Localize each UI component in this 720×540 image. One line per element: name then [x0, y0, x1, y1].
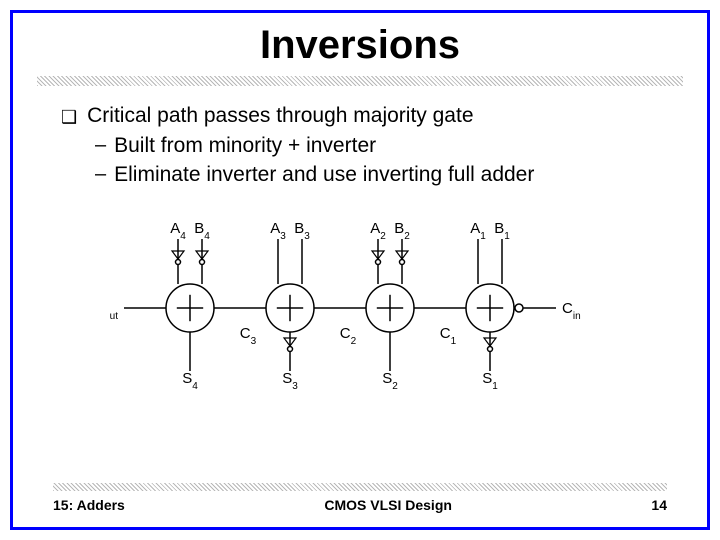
bullet-main: ❑ Critical path passes through majority …	[61, 102, 667, 130]
svg-text:B4: B4	[194, 220, 210, 242]
footer-row: 15: Adders CMOS VLSI Design 14	[53, 497, 667, 513]
svg-text:C2: C2	[340, 325, 357, 347]
svg-text:S3: S3	[282, 370, 298, 392]
svg-text:S2: S2	[382, 370, 398, 392]
svg-text:C3: C3	[240, 325, 257, 347]
footer-right: 14	[651, 497, 667, 513]
svg-text:B3: B3	[294, 220, 310, 242]
content-block: ❑ Critical path passes through majority …	[13, 102, 707, 189]
svg-text:A2: A2	[370, 220, 386, 242]
svg-text:Cout: Cout	[110, 300, 118, 322]
footer: 15: Adders CMOS VLSI Design 14	[23, 483, 697, 513]
footer-divider	[53, 483, 667, 491]
checkbox-icon: ❑	[61, 105, 77, 129]
diagram-container: A4 B4 S4 C3 A3 B3 S3 C2 A2 B2 S2 C1 A1 B1 S1 Cin Cout	[13, 213, 707, 403]
adder-schematic: A4 B4 S4 C3 A3 B3 S3 C2 A2 B2 S2 C1 A1 B1 S1 Cin Cout	[110, 213, 610, 403]
bullet-sub-1: – Built from minority + inverter	[61, 132, 667, 160]
svg-text:S4: S4	[182, 370, 198, 392]
svg-text:Cin: Cin	[562, 300, 581, 322]
svg-text:B1: B1	[494, 220, 510, 242]
svg-text:A1: A1	[470, 220, 486, 242]
dash-icon: –	[95, 132, 106, 159]
svg-text:B2: B2	[394, 220, 410, 242]
bullet-sub1-text: Built from minority + inverter	[114, 132, 376, 160]
svg-text:S1: S1	[482, 370, 498, 392]
bullet-sub-2: – Eliminate inverter and use inverting f…	[61, 161, 667, 189]
dash-icon: –	[95, 161, 106, 188]
svg-text:A3: A3	[270, 220, 286, 242]
footer-left: 15: Adders	[53, 497, 125, 513]
title-divider	[37, 76, 683, 86]
slide-frame: Inversions ❑ Critical path passes throug…	[10, 10, 710, 530]
bullet-main-text: Critical path passes through majority ga…	[87, 102, 473, 130]
slide-title: Inversions	[13, 23, 707, 68]
svg-text:A4: A4	[170, 220, 186, 242]
footer-center: CMOS VLSI Design	[324, 497, 452, 513]
svg-text:C1: C1	[440, 325, 457, 347]
bullet-sub2-text: Eliminate inverter and use inverting ful…	[114, 161, 534, 189]
